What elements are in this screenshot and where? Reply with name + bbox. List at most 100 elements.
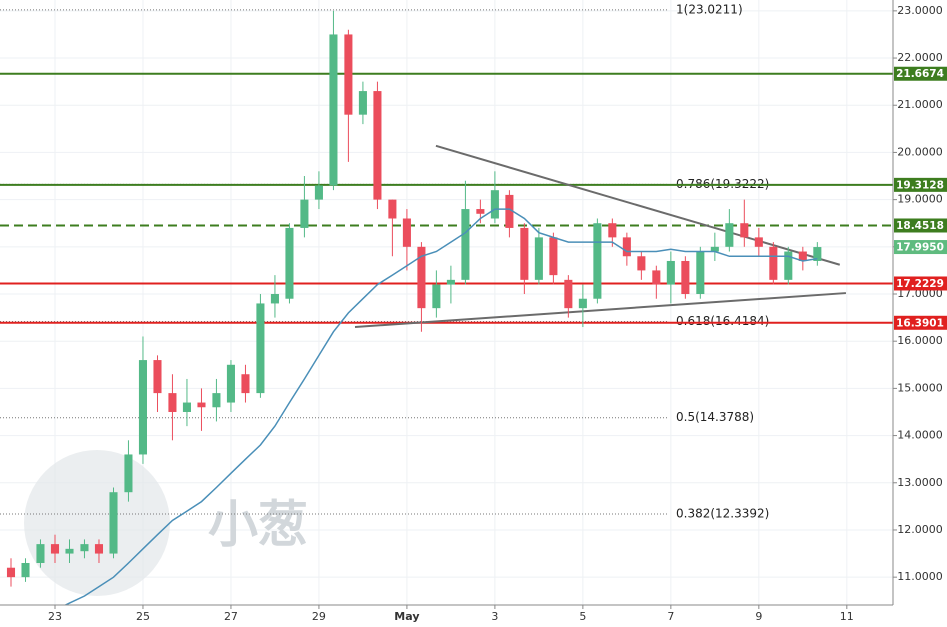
- x-tick-label: 27: [224, 610, 238, 623]
- y-tick-label: 21.0000: [897, 98, 943, 111]
- y-tick-label: 12.0000: [897, 523, 943, 536]
- watermark: 小葱: [24, 450, 308, 596]
- trendline: [354, 292, 846, 329]
- candle-body: [65, 548, 74, 554]
- y-tick-label: 16.0000: [897, 334, 943, 347]
- candle-body: [784, 251, 793, 280]
- candle-body: [520, 227, 529, 280]
- axes: 11.0000 12.0000 13.0000 14.0000 15.0000 16.00…: [48, 4, 947, 623]
- candle-body: [608, 223, 617, 238]
- x-tick-label: 11: [840, 610, 854, 623]
- candle-body: [358, 91, 367, 115]
- fib-label: 1(23.0211): [676, 2, 743, 16]
- candle-body: [681, 260, 690, 295]
- x-tick-label: 7: [667, 610, 674, 623]
- candle-body: [432, 284, 441, 309]
- price-tag-label: 18.4518: [896, 220, 944, 232]
- candle-body: [314, 185, 323, 200]
- candle-body: [50, 544, 60, 554]
- candle-body: [461, 209, 470, 280]
- price-tag: [894, 218, 947, 233]
- y-tick-label: 23.0000: [897, 4, 943, 17]
- price-tag: [894, 240, 947, 255]
- candle-body: [446, 279, 455, 285]
- price-tag-label: 17.9950: [896, 242, 944, 254]
- candle-body: [549, 237, 558, 276]
- candle-body: [388, 199, 397, 219]
- candle-body: [197, 402, 206, 408]
- watermark-text: 小葱: [208, 496, 308, 554]
- candle-body: [652, 270, 661, 285]
- y-tick-label: 14.0000: [897, 429, 943, 442]
- moving-average: [63, 208, 818, 605]
- candle-body: [6, 567, 16, 578]
- plot: 1(23.0211)0.786(19.3222)0.618(16.4184)0.…: [0, 2, 893, 605]
- x-tick-label: 29: [312, 610, 326, 623]
- candle-body: [666, 260, 675, 285]
- y-tick-label: 20.0000: [897, 145, 943, 158]
- candle-body: [329, 34, 338, 186]
- candle-body: [402, 218, 411, 247]
- x-tick-label: 23: [48, 610, 62, 623]
- candle-body: [578, 298, 587, 309]
- candle-body: [476, 209, 485, 214]
- candle-body: [696, 251, 705, 295]
- x-tick-label: 9: [755, 610, 762, 623]
- y-tick-label: 19.0000: [897, 193, 943, 206]
- price-tag: [894, 315, 947, 330]
- candle-body: [285, 227, 294, 299]
- candle-body: [212, 393, 221, 408]
- candle-body: [241, 374, 250, 394]
- price-tag-label: 16.3901: [896, 317, 944, 329]
- fib-label: 0.618(16.4184): [676, 314, 769, 328]
- x-tick-label: 25: [136, 610, 150, 623]
- candle-body: [124, 454, 133, 493]
- candle-body: [740, 223, 749, 238]
- candle-body: [373, 91, 382, 200]
- candle-body: [710, 246, 719, 252]
- candle-body: [344, 34, 353, 115]
- x-tick-label: 5: [579, 610, 586, 623]
- candle-body: [798, 251, 807, 261]
- price-tag: [894, 66, 947, 81]
- y-tick-label: 15.0000: [897, 381, 943, 394]
- price-tag-label: 21.6674: [896, 68, 944, 80]
- candle-body: [505, 194, 514, 228]
- candle-body: [593, 223, 602, 299]
- price-tag-label: 17.2229: [896, 278, 944, 290]
- candle-body: [182, 402, 191, 412]
- candle-body: [21, 562, 30, 578]
- candle-body: [270, 294, 279, 304]
- x-tick-label: May: [394, 610, 419, 623]
- candle-body: [109, 492, 118, 554]
- candle-body: [153, 360, 162, 394]
- y-tick-label: 13.0000: [897, 476, 943, 489]
- fib-label: 0.382(12.3392): [676, 506, 769, 520]
- candle-body: [564, 279, 573, 309]
- candle-body: [490, 190, 499, 219]
- price-tag-label: 19.3128: [896, 179, 944, 191]
- candle-body: [769, 246, 778, 280]
- candle-body: [138, 360, 148, 455]
- trendline: [435, 144, 841, 266]
- x-tick-label: 3: [491, 610, 498, 623]
- candle-body: [534, 237, 543, 280]
- candle-body: [300, 199, 309, 228]
- fib-label: 0.5(14.3788): [676, 410, 754, 424]
- price-tag: [894, 276, 947, 291]
- candle-body: [80, 544, 89, 552]
- y-tick-label: 11.0000: [897, 570, 943, 583]
- candle-body: [622, 237, 631, 257]
- y-tick-label: 22.0000: [897, 51, 943, 64]
- candle-body: [36, 544, 45, 563]
- candle-body: [94, 544, 104, 554]
- candle-body: [813, 247, 822, 261]
- candle-body: [417, 246, 426, 309]
- candle-body: [168, 393, 177, 412]
- candle-body: [226, 364, 235, 403]
- candle-body: [637, 256, 646, 271]
- watermark-logo: [24, 450, 170, 596]
- price-tag: [894, 177, 947, 192]
- candle-body: [754, 237, 763, 247]
